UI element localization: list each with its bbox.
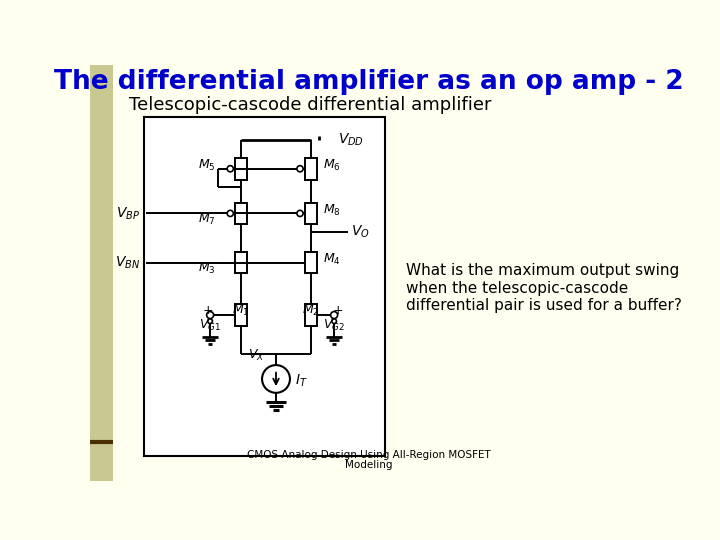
Bar: [305, 304, 317, 326]
Text: $V_X$: $V_X$: [248, 348, 264, 363]
Circle shape: [262, 365, 290, 393]
Text: $V_O$: $V_O$: [351, 224, 370, 240]
Bar: [144, 117, 384, 456]
Text: $+$: $+$: [332, 304, 343, 317]
Text: Telescopic-cascode differential amplifier: Telescopic-cascode differential amplifie…: [129, 96, 491, 114]
Bar: [235, 202, 248, 224]
Circle shape: [208, 319, 212, 323]
Bar: [305, 202, 317, 224]
Circle shape: [297, 166, 303, 172]
Circle shape: [207, 312, 214, 319]
Bar: [235, 304, 248, 326]
Text: $M_5$: $M_5$: [198, 158, 216, 173]
Text: $M_8$: $M_8$: [323, 203, 341, 218]
Text: $V_{BP}$: $V_{BP}$: [117, 205, 140, 221]
Text: Modeling: Modeling: [346, 460, 392, 470]
Circle shape: [297, 211, 303, 217]
Text: What is the maximum output swing
when the telescopic-cascode
differential pair i: What is the maximum output swing when th…: [406, 263, 682, 313]
Circle shape: [228, 211, 233, 217]
Bar: [235, 158, 248, 179]
Text: $V_{BN}$: $V_{BN}$: [115, 254, 140, 271]
Text: $V_{G1}$: $V_{G1}$: [199, 318, 221, 333]
Text: $V_{G2}$: $V_{G2}$: [323, 318, 345, 333]
Bar: [305, 252, 317, 273]
Text: The differential amplifier as an op amp - 2: The differential amplifier as an op amp …: [54, 69, 684, 94]
Text: $+$: $+$: [202, 304, 213, 317]
Bar: [235, 252, 248, 273]
Circle shape: [332, 319, 336, 323]
Circle shape: [228, 166, 233, 172]
Text: $V_{DD}$: $V_{DD}$: [338, 132, 364, 149]
Text: CMOS Analog Design Using All-Region MOSFET: CMOS Analog Design Using All-Region MOSF…: [247, 450, 491, 460]
Bar: [90, 65, 113, 481]
Text: $M_6$: $M_6$: [323, 158, 341, 173]
Text: $M_1$: $M_1$: [233, 303, 250, 318]
Text: $M_4$: $M_4$: [323, 252, 341, 267]
Bar: [305, 158, 317, 179]
Text: $M_7$: $M_7$: [198, 212, 216, 227]
Text: $M_2$: $M_2$: [302, 303, 320, 318]
Circle shape: [330, 312, 338, 319]
Text: $M_3$: $M_3$: [198, 261, 216, 276]
Text: $I_T$: $I_T$: [294, 372, 307, 389]
